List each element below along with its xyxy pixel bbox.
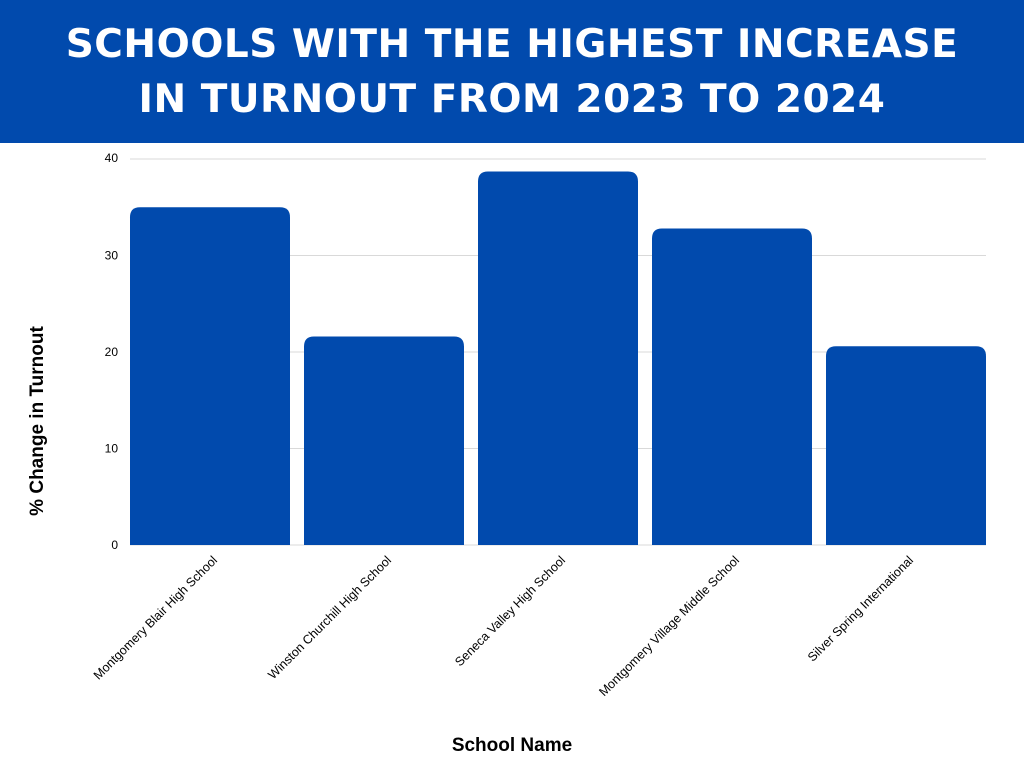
bar: [130, 207, 290, 545]
x-tick-label: Winston Churchill High School: [265, 553, 394, 682]
x-tick-label: Seneca Valley High School: [452, 553, 568, 669]
chart-title: Schools with the highest increase in tur…: [65, 21, 959, 122]
bar: [478, 171, 638, 546]
x-tick-label: Montgomery Village Middle School: [596, 553, 742, 699]
bar: [826, 346, 986, 545]
y-tick-labels: 0 10 20 30 40: [105, 151, 119, 552]
x-tick-label: Montgomery Blair High School: [91, 553, 220, 682]
bar: [304, 336, 464, 545]
y-tick-label: 40: [105, 151, 119, 165]
y-tick-label: 20: [105, 345, 119, 359]
title-banner: Schools with the highest increase in tur…: [0, 0, 1024, 143]
x-axis-label: School Name: [452, 735, 572, 756]
bars: [130, 171, 986, 546]
x-tick-label: Silver Spring International: [805, 553, 916, 664]
y-axis-label: % Change in Turnout: [27, 326, 48, 516]
y-tick-label: 0: [111, 538, 118, 552]
y-tick-label: 30: [105, 249, 119, 263]
y-tick-label: 10: [105, 442, 119, 456]
x-tick-labels: Montgomery Blair High School Winston Chur…: [91, 553, 916, 699]
bar: [652, 228, 812, 546]
